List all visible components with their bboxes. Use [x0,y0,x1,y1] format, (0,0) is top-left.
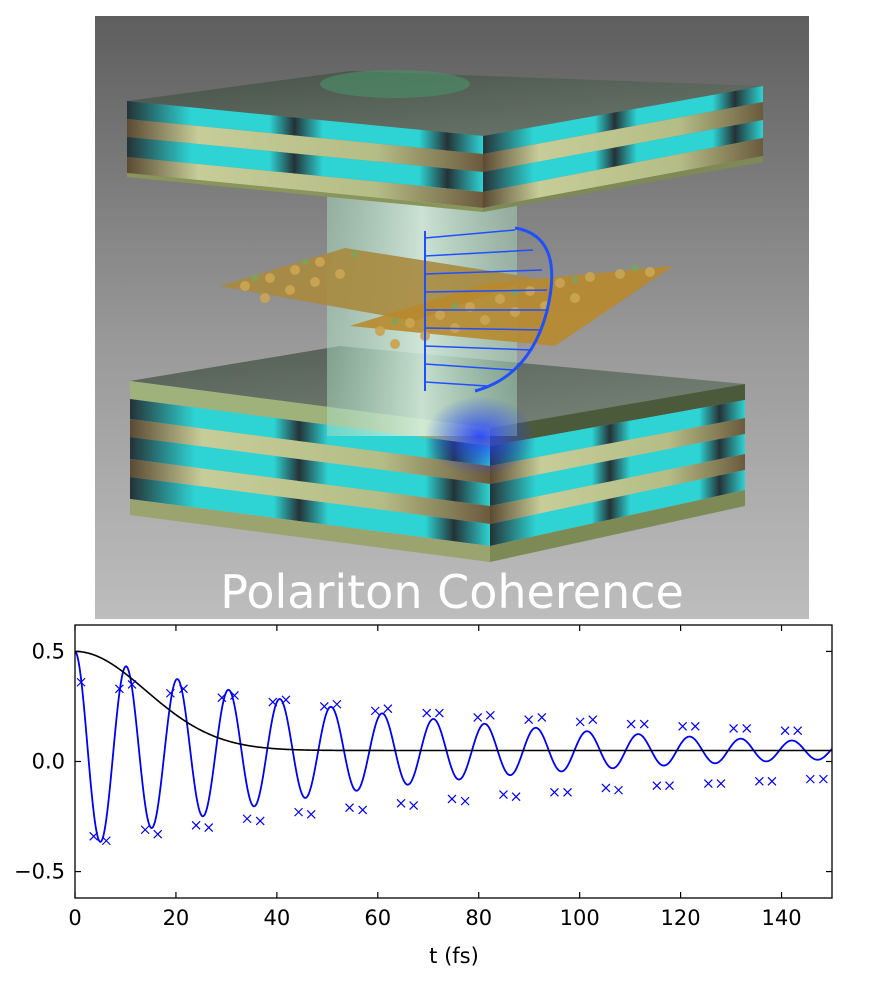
x-axis: 0 20 40 60 80 100 120 140 [68,625,802,930]
bragg-mirror-top [127,70,763,212]
data-point-marker [179,684,188,694]
x-tick-label: 100 [560,906,600,930]
data-point-marker [511,792,521,802]
data-point-marker [217,693,227,703]
data-point-marker [332,699,342,709]
data-point-marker [716,779,726,788]
data-point-marker [690,721,700,731]
data-point-marker [76,677,86,687]
plot-area [74,650,833,846]
x-axis-title: t (fs) [429,944,479,968]
data-point-marker [550,787,559,797]
field-profile-arrows [424,226,554,393]
data-point-marker [447,794,457,804]
data-point-marker [127,680,137,689]
data-point-marker [626,719,636,729]
data-point-marker [153,829,163,839]
data-point-marker [473,713,483,722]
data-point-marker [563,787,572,797]
data-point-marker [409,801,419,810]
data-point-marker [255,816,265,826]
data-point-marker [165,688,175,698]
data-point-marker [383,704,393,714]
x-tick-label: 60 [364,906,391,930]
data-point-marker [422,708,432,718]
data-point-marker [588,715,598,725]
polariton-cavity-illustration: Polariton Coherence [95,16,809,619]
data-point-marker [805,774,815,784]
data-point-marker [499,790,508,799]
data-point-marker [639,719,649,729]
x-tick-label: 20 [163,906,190,930]
data-point-marker [345,803,354,813]
y-tick-label: 0.0 [32,750,65,774]
data-point-marker [614,785,623,795]
decay-envelope-line [74,650,832,752]
x-tick-label: 80 [465,906,492,930]
data-point-marker [742,724,752,733]
data-point-marker [601,783,611,793]
data-point-marker [537,713,547,722]
data-point-marker [140,825,150,835]
data-point-marker [460,796,470,806]
data-point-marker [191,820,201,830]
data-point-marker [306,809,316,819]
y-tick-label: 0.5 [32,639,65,663]
data-point-marker [114,684,124,694]
data-point-marker [319,702,329,711]
data-point-marker [242,814,252,824]
data-point-marker [665,781,674,791]
plot-frame [74,624,833,899]
data-point-marker [370,706,380,716]
blue-glow [425,396,535,476]
oscillation-line [74,650,833,843]
x-tick-label: 40 [263,906,290,930]
data-point-marker [754,776,764,786]
x-tick-label: 120 [661,906,701,930]
data-point-marker [204,823,214,832]
data-point-marker [281,695,291,705]
data-point-marker [524,715,534,725]
data-point-marker [101,836,111,846]
data-point-marker [268,697,278,707]
data-point-marker [575,717,585,727]
data-point-marker [780,726,790,736]
data-point-marker [358,805,368,815]
molecular-layer [220,248,673,349]
y-tick-label: −0.5 [14,860,65,884]
data-point-marker [294,807,303,817]
illustration-caption: Polariton Coherence [220,565,684,619]
data-point-marker [703,779,713,788]
bragg-mirror-bottom [130,346,745,562]
coherence-plot: 0 20 40 60 80 100 120 140 −0.5 0.0 0.5 t (fs) [14,624,833,968]
x-tick-label: 140 [761,906,801,930]
data-point-marker [396,798,406,808]
data-point-marker [678,721,688,731]
data-point-marker [485,710,495,720]
data-point-marker [652,781,662,791]
data-point-marker [793,726,803,736]
data-point-marker [729,724,739,733]
x-tick-label: 0 [68,906,81,930]
data-point-marker [767,776,777,786]
y-axis: −0.5 0.0 0.5 [14,639,832,884]
data-point-marker [89,831,99,841]
data-point-marker [230,691,239,700]
data-point-marker [434,708,444,718]
data-point-marker [818,774,828,784]
